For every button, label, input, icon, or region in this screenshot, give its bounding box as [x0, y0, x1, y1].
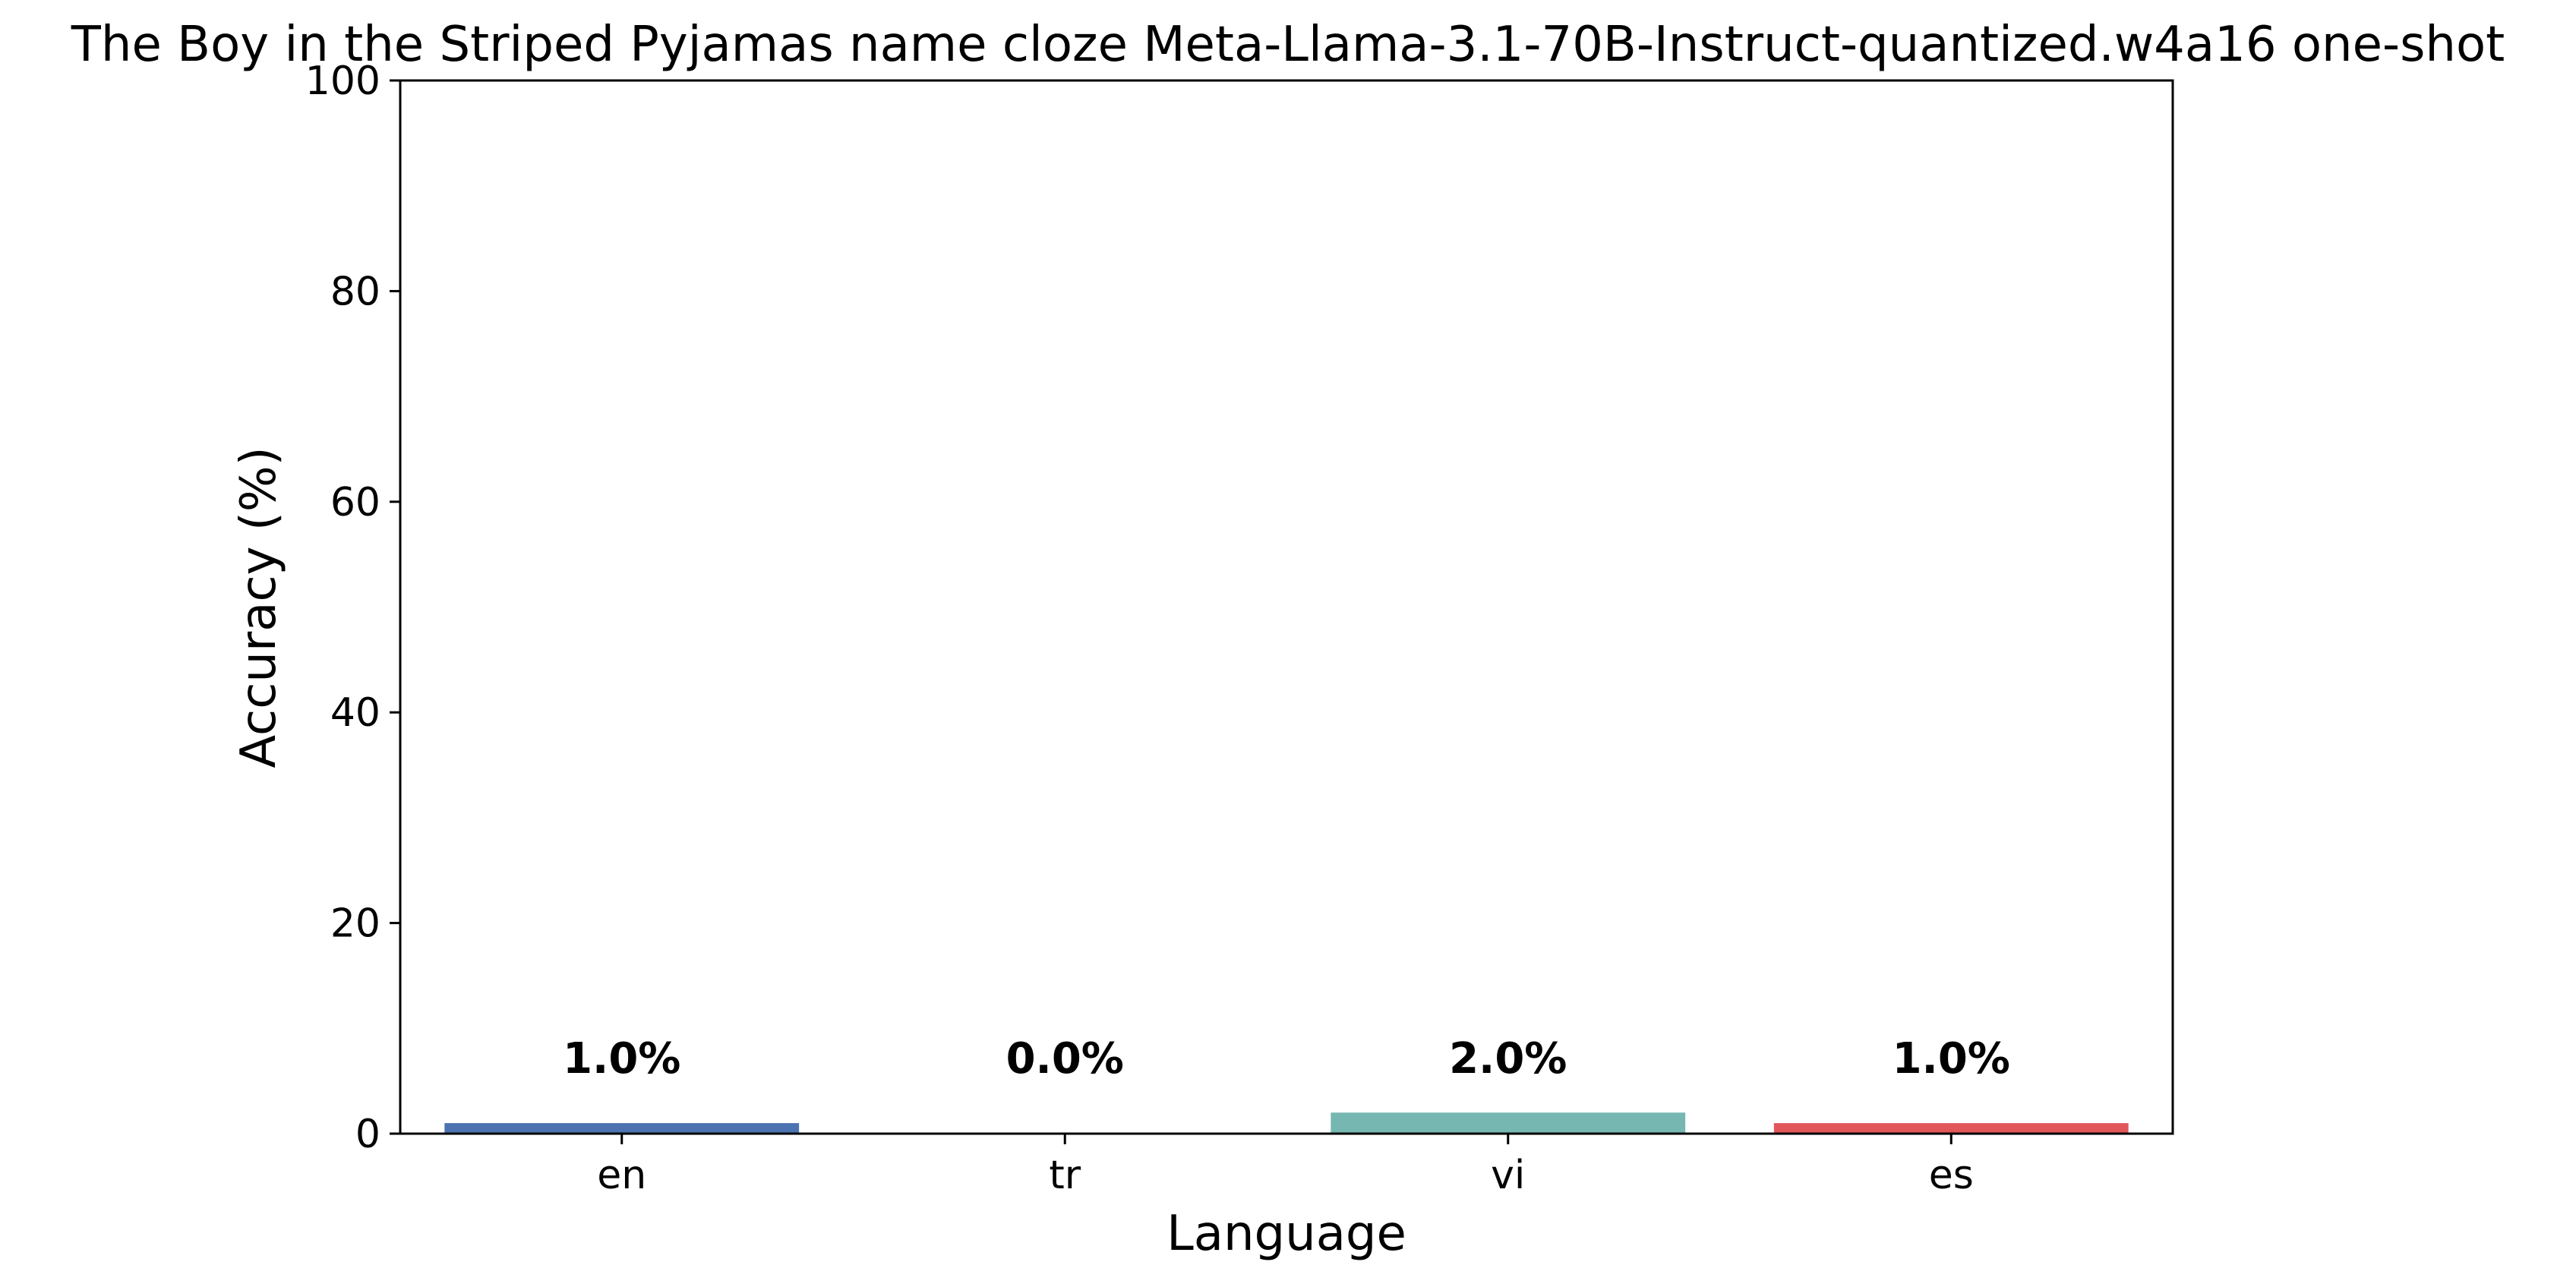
- y-axis-ticks: 0 20 40 60 80 100: [305, 58, 400, 1157]
- bar-vi: [1331, 1112, 1686, 1134]
- bar-value-label-vi: 2.0%: [1449, 1034, 1567, 1084]
- y-tick-label: 20: [330, 901, 380, 947]
- bar-value-labels: 1.0% 0.0% 2.0% 1.0%: [563, 1034, 2010, 1084]
- bar-es: [1773, 1123, 2129, 1134]
- bars: [444, 1112, 2129, 1134]
- bar-en: [444, 1123, 800, 1134]
- x-axis-ticks: en tr vi es: [597, 1134, 1974, 1198]
- x-axis-label: Language: [1166, 1206, 1406, 1262]
- bar-value-label-tr: 0.0%: [1006, 1034, 1124, 1084]
- bar-value-label-en: 1.0%: [563, 1034, 680, 1084]
- y-tick-label: 0: [355, 1112, 380, 1157]
- x-tick-label-en: en: [597, 1153, 646, 1198]
- plot-area-frame: [399, 79, 2174, 1135]
- x-tick-label-tr: tr: [1049, 1153, 1081, 1198]
- y-tick-label: 100: [305, 58, 380, 104]
- x-tick-label-es: es: [1929, 1153, 1974, 1198]
- y-tick-label: 60: [330, 480, 380, 525]
- y-tick-label: 40: [330, 690, 380, 736]
- x-tick-label-vi: vi: [1491, 1153, 1525, 1198]
- chart-title: The Boy in the Striped Pyjamas name cloz…: [71, 17, 2505, 73]
- y-tick-label: 80: [330, 269, 380, 314]
- y-axis-label: Accuracy (%): [231, 446, 287, 768]
- bar-value-label-es: 1.0%: [1893, 1034, 2010, 1084]
